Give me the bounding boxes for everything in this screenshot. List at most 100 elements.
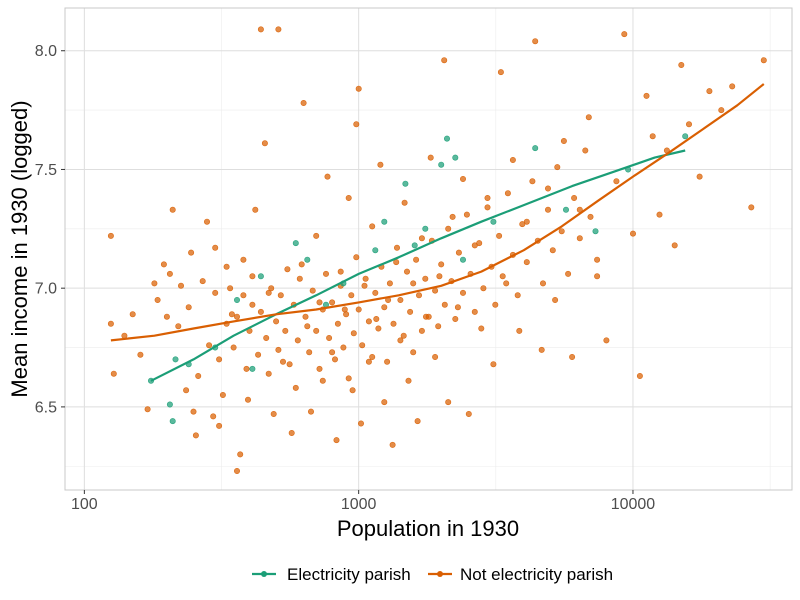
data-point	[185, 304, 192, 311]
panel-border	[64, 7, 793, 491]
data-point	[381, 399, 388, 406]
data-point	[298, 261, 305, 268]
data-points	[107, 26, 767, 474]
data-point	[268, 285, 275, 292]
data-point	[178, 282, 185, 289]
data-point	[223, 263, 230, 270]
data-point	[438, 161, 445, 168]
data-point	[300, 100, 307, 107]
data-point	[643, 92, 650, 99]
data-point	[350, 330, 357, 337]
data-point	[166, 270, 173, 277]
data-point	[565, 270, 572, 277]
data-point	[678, 61, 685, 68]
data-point	[296, 275, 303, 282]
data-point	[452, 315, 459, 322]
data-point	[309, 287, 316, 294]
data-point	[682, 133, 689, 140]
data-point	[195, 372, 202, 379]
data-point	[294, 337, 301, 344]
data-point	[263, 334, 270, 341]
data-point	[362, 275, 369, 282]
data-point	[459, 256, 466, 263]
data-point	[345, 375, 352, 382]
data-point	[192, 432, 199, 439]
data-point	[275, 26, 282, 33]
legend-label-electricity: Electricity parish	[287, 565, 411, 584]
data-point	[490, 361, 497, 368]
data-point	[497, 69, 504, 76]
data-point	[413, 256, 420, 263]
data-point	[592, 228, 599, 235]
data-point	[349, 387, 356, 394]
data-point	[206, 342, 213, 349]
data-point	[204, 218, 211, 225]
data-point	[519, 221, 526, 228]
data-point	[587, 213, 594, 220]
data-point	[532, 145, 539, 152]
data-point	[190, 408, 197, 415]
data-point	[316, 365, 323, 372]
data-point	[306, 349, 313, 356]
data-point	[538, 346, 545, 353]
data-point	[348, 292, 355, 299]
legend-label-not-electricity: Not electricity parish	[460, 565, 613, 584]
data-point	[558, 228, 565, 235]
data-point	[569, 353, 576, 360]
data-point	[696, 173, 703, 180]
data-point	[529, 178, 536, 185]
data-point	[706, 88, 713, 95]
data-point	[445, 399, 452, 406]
data-point	[484, 204, 491, 211]
data-point	[265, 289, 272, 296]
data-point	[544, 206, 551, 213]
data-point	[560, 138, 567, 145]
data-point	[329, 299, 336, 306]
data-point	[381, 218, 388, 225]
grid-lines	[65, 8, 792, 490]
data-point	[340, 344, 347, 351]
data-point	[110, 370, 117, 377]
data-point	[621, 31, 628, 38]
data-point	[234, 296, 241, 303]
data-point	[685, 121, 692, 128]
data-point	[249, 301, 256, 308]
data-point	[438, 261, 445, 268]
data-point	[257, 26, 264, 33]
data-point	[397, 296, 404, 303]
data-point	[603, 337, 610, 344]
y-tick-label: 7.5	[35, 162, 57, 179]
data-point	[183, 387, 190, 394]
legend-item-not-electricity: Not electricity parish	[428, 565, 613, 584]
data-point	[418, 327, 425, 334]
data-point	[384, 358, 391, 365]
data-point	[425, 313, 432, 320]
data-point	[307, 408, 314, 415]
data-point	[365, 318, 372, 325]
data-point	[372, 247, 379, 254]
data-point	[212, 289, 219, 296]
data-point	[292, 240, 299, 247]
data-point	[435, 323, 442, 330]
data-point	[304, 323, 311, 330]
data-point	[331, 356, 338, 363]
data-point	[288, 429, 295, 436]
data-point	[282, 327, 289, 334]
data-point	[514, 292, 521, 299]
data-point	[343, 311, 350, 318]
data-point	[471, 308, 478, 315]
data-point	[334, 320, 341, 327]
legend-key-dot-electricity	[261, 571, 267, 577]
data-point	[585, 114, 592, 121]
data-point	[459, 289, 466, 296]
data-point	[503, 280, 510, 287]
data-point	[629, 230, 636, 237]
data-point	[490, 218, 497, 225]
data-point	[656, 211, 663, 218]
data-point	[265, 370, 272, 377]
x-axis-ticks: 100 1000 10000	[71, 490, 655, 513]
data-point	[422, 275, 429, 282]
data-point	[172, 356, 179, 363]
data-point	[718, 107, 725, 114]
data-point	[121, 332, 128, 339]
